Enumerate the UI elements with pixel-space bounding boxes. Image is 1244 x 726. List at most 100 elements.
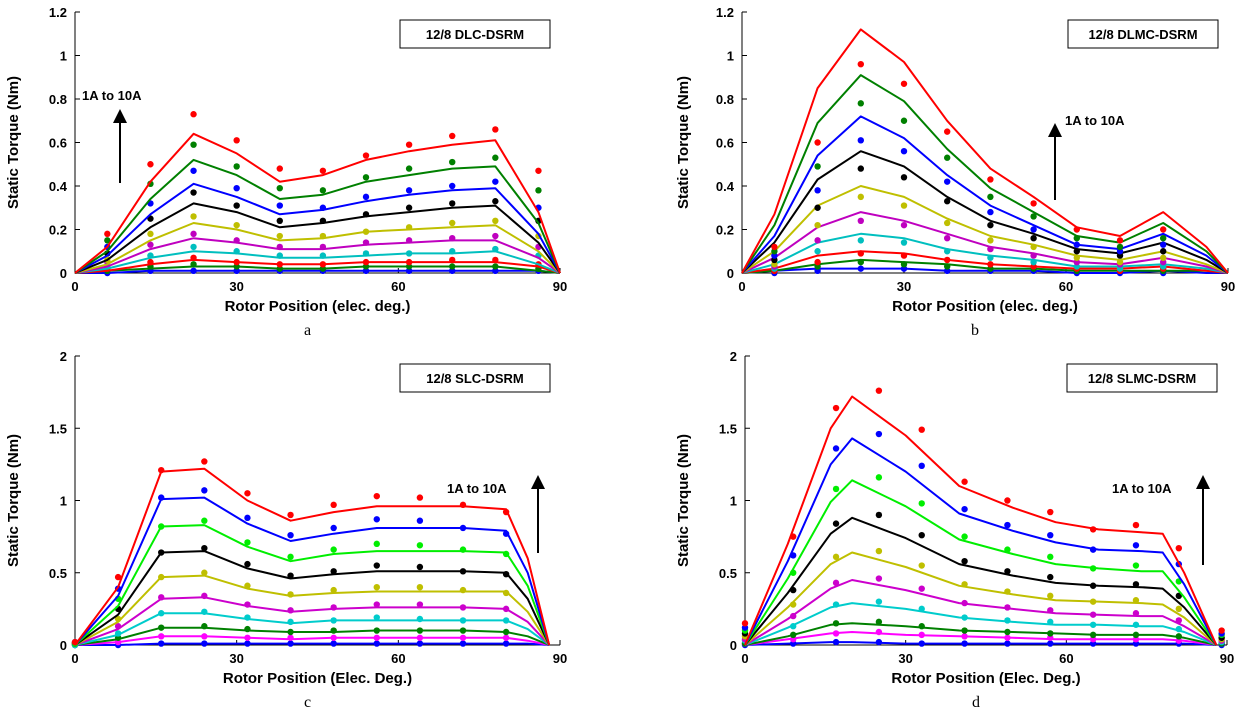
measured-point [502,634,510,641]
y-tick-label: 0.2 [716,223,734,238]
measured-point [918,531,925,539]
measured-point [459,634,467,641]
measured-point [287,531,294,539]
y-tick-label: 0.5 [49,566,67,581]
measured-point [190,111,197,118]
measured-point [287,591,294,598]
y-tick-label: 1 [60,49,67,64]
measured-point [875,511,883,519]
measured-point [832,520,840,527]
measured-point [961,614,968,621]
measured-point [114,623,122,630]
measured-point [287,640,294,647]
measured-point [330,640,337,647]
measured-point [147,258,154,266]
measured-point [1089,611,1097,618]
measured-point [1030,200,1037,207]
measured-point [459,604,467,611]
measured-point [362,258,370,266]
measured-point [987,245,994,253]
measured-point [918,585,925,592]
measured-point [1030,213,1037,220]
measured-point [961,633,968,640]
measured-point [1160,248,1167,255]
measured-point [276,232,283,240]
measured-point [790,623,797,630]
x-tick-label: 0 [741,651,748,666]
measured-point [233,248,240,255]
measured-point [987,237,994,244]
measured-point [502,530,510,537]
measured-point [373,516,380,523]
measured-point [1116,258,1124,266]
measured-point [373,640,380,647]
measured-point [1004,640,1011,647]
measured-point [1132,581,1140,588]
measured-point [416,615,424,623]
measured-point [104,237,111,244]
y-tick-label: 1.5 [49,421,67,436]
measured-point [362,239,370,246]
measured-point [71,638,79,646]
sim-line [744,602,1217,646]
measured-point [832,445,840,452]
measured-point [244,490,251,497]
measured-point [857,100,864,107]
measured-point [535,167,542,174]
caption: d [972,694,980,711]
measured-point [319,167,327,174]
measured-point [814,187,821,194]
measured-point [502,570,510,578]
measured-point [449,248,456,255]
panel: 0 0.5 1 1.5 2 0 30 60 90 12/8 SLMC-DSRM 1A to 10A R… [675,349,1234,711]
measured-point [492,178,499,185]
measured-point [190,261,197,268]
measured-point [1047,553,1054,561]
y-tick-label: 0 [727,266,734,281]
measured-point [1160,254,1167,261]
measured-point [832,404,840,412]
measured-point [373,584,380,591]
x-tick-label: 60 [1059,651,1073,666]
measured-point [158,549,165,556]
measured-point [502,605,510,613]
measured-point [319,261,327,268]
panel-title: 12/8 DLC-DSRM [426,27,524,42]
y-tick-label: 2 [60,349,67,364]
measured-point [1004,546,1011,553]
measured-point [1089,631,1097,639]
measured-point [900,174,908,181]
measured-point [790,631,797,639]
measured-point [1047,607,1054,614]
measured-point [944,198,951,205]
measured-point [900,252,908,259]
measured-point [373,634,380,641]
y-tick-label: 1 [727,49,734,64]
measured-point [1047,618,1054,626]
measured-point [449,235,456,242]
measured-point [405,237,413,244]
measured-point [1089,546,1097,553]
measured-point [244,614,251,621]
measured-point [1004,634,1011,641]
measured-point [449,256,456,264]
measured-point [373,492,380,500]
measured-point [405,141,413,148]
measured-point [918,426,925,433]
y-tick-label: 1.5 [719,421,737,436]
y-tick-label: 0.8 [49,92,67,107]
y-tick-label: 1.2 [49,5,67,20]
measured-point [459,640,467,647]
y-tick-label: 1.2 [716,5,734,20]
panel: 0 0.2 0.4 0.6 0.8 1 1.2 0 30 60 90 12/8 DLMC-DSRM 1A… [675,5,1235,339]
measured-point [405,224,413,231]
measured-point [190,141,197,148]
measured-point [1030,252,1037,259]
measured-point [790,569,797,576]
measured-point [857,217,864,224]
measured-point [1030,226,1037,233]
measured-point [104,230,111,238]
measured-point [961,505,968,513]
measured-point [1073,235,1081,242]
measured-point [1175,633,1183,640]
